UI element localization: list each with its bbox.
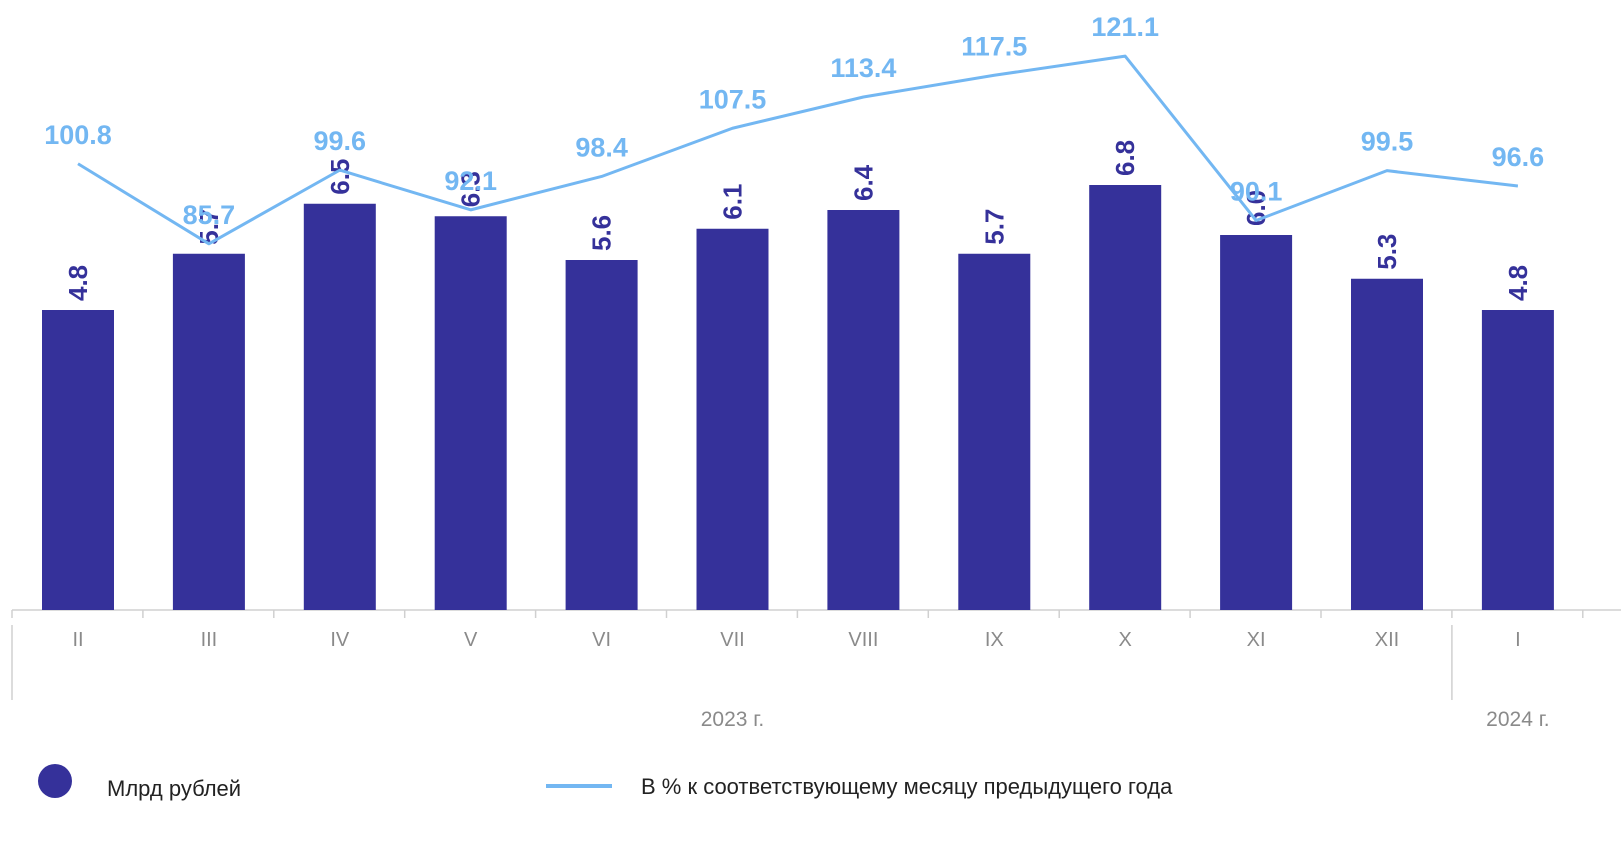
bar-value-label: 5.3 <box>1372 234 1402 270</box>
bar <box>958 253 1031 610</box>
legend: Млрд рублей В % к соответствующему месяцу… <box>38 764 1173 801</box>
percent-value-label: 99.6 <box>314 126 367 156</box>
x-tick-label: VIII <box>848 629 878 651</box>
legend-bar-label: Млрд рублей <box>107 776 241 801</box>
legend-bar-marker <box>38 764 72 798</box>
percent-value-label: 85.7 <box>183 200 236 230</box>
legend-line-label: В % к соответствующему месяцу предыдущег… <box>641 774 1173 799</box>
year-label: 2023 г. <box>701 708 764 731</box>
x-tick-label: V <box>464 629 478 651</box>
percent-value-label: 92.1 <box>444 166 497 196</box>
x-tick-label: IX <box>985 629 1004 651</box>
bar <box>303 203 376 610</box>
bar <box>1089 185 1162 610</box>
x-tick-label: I <box>1515 629 1521 651</box>
percent-value-label: 98.4 <box>575 132 628 162</box>
bar-value-label: 6.8 <box>1110 140 1140 176</box>
bar-value-label: 6.4 <box>848 164 878 201</box>
x-tick-label: III <box>201 629 218 651</box>
bar <box>172 253 245 610</box>
x-tick-label: X <box>1119 629 1132 651</box>
bar-value-label: 4.8 <box>63 265 93 301</box>
bar-value-label: 5.7 <box>979 209 1009 245</box>
percent-value-label: 121.1 <box>1091 12 1159 42</box>
x-tick-label: VII <box>720 629 744 651</box>
year-label: 2024 г. <box>1486 708 1549 731</box>
bar <box>696 228 769 610</box>
bar-value-label: 4.8 <box>1503 265 1533 301</box>
x-tick-label: VI <box>592 629 611 651</box>
line-layer: 100.8 85.7 99.6 92.1 98.4 107.5 113.4 117.5 121.… <box>44 12 1545 246</box>
percent-value-label: 100.8 <box>44 120 112 150</box>
bar <box>1481 310 1554 610</box>
bars-layer: 4.85.76.5 6.35.66.16.45.76.86.05.34.8 <box>42 140 1554 610</box>
bar-value-label: 6.3 <box>456 171 486 207</box>
percent-value-label: 99.5 <box>1361 127 1414 157</box>
percent-value-label: 117.5 <box>961 31 1027 61</box>
bar <box>565 260 638 610</box>
x-tick-label: IV <box>330 629 350 651</box>
percent-series-line <box>77 54 1519 246</box>
bar <box>434 216 507 610</box>
percent-value-label: 96.6 <box>1492 142 1545 172</box>
x-tick-label: XII <box>1375 629 1399 651</box>
percent-value-label: 113.4 <box>830 53 896 83</box>
bar <box>1351 278 1423 610</box>
bar-value-label: 5.6 <box>587 215 617 251</box>
bar <box>1220 235 1293 610</box>
x-tick-label: II <box>72 629 83 651</box>
percent-value-label: 107.5 <box>699 84 767 114</box>
bar <box>42 310 114 610</box>
x-tick-label: XI <box>1247 629 1266 651</box>
percent-value-label: 90.1 <box>1230 176 1283 206</box>
bar-value-label: 6.1 <box>718 184 748 220</box>
bar <box>827 210 900 610</box>
